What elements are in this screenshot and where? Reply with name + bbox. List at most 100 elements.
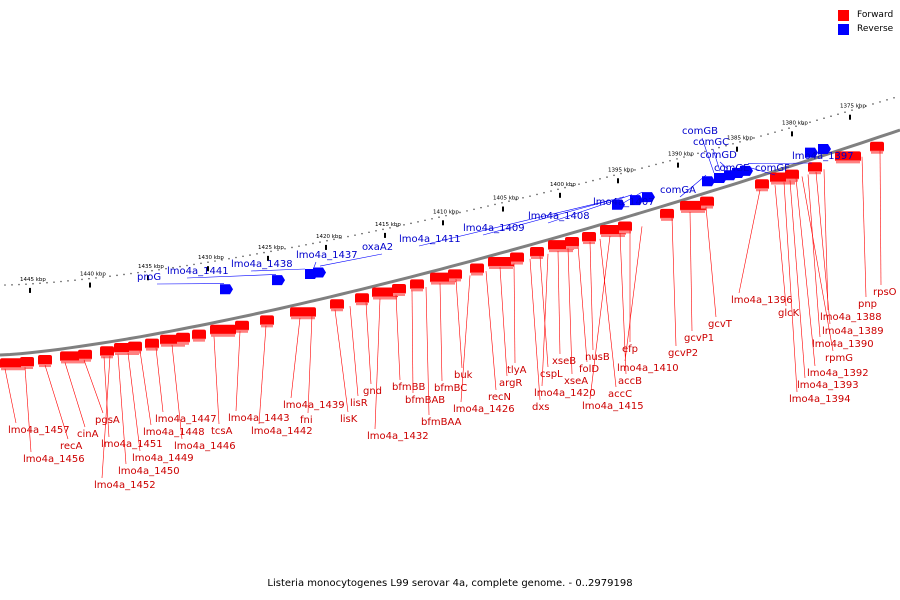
scale-tick bbox=[830, 115, 832, 118]
forward-gene-block bbox=[330, 299, 344, 310]
forward-gene-leader bbox=[539, 256, 549, 368]
forward-gene-leader bbox=[705, 206, 717, 318]
scale-tick bbox=[130, 272, 132, 275]
forward-gene-block bbox=[660, 208, 674, 219]
scale-tick bbox=[95, 277, 97, 279]
forward-gene-label: bfmBAB bbox=[405, 395, 445, 406]
forward-gene-shadow bbox=[756, 188, 768, 192]
forward-gene-shadow bbox=[511, 261, 523, 265]
scale-tick bbox=[893, 96, 895, 99]
scale-tick bbox=[46, 281, 48, 284]
scale-tick bbox=[18, 283, 20, 286]
forward-gene-shadow bbox=[1, 367, 25, 371]
scale-label: 1385 kbp bbox=[727, 136, 753, 142]
scale-tick bbox=[655, 163, 657, 166]
scale-tick bbox=[361, 232, 363, 235]
forward-gene-leader bbox=[171, 344, 183, 440]
scale-label: 1400 kbp bbox=[550, 182, 576, 188]
forward-gene-shadow bbox=[177, 341, 189, 345]
reverse-gene-block bbox=[818, 143, 831, 154]
reverse-gene-leader bbox=[747, 162, 813, 164]
forward-gene-leader bbox=[349, 306, 359, 397]
forward-gene-label: cspL bbox=[540, 369, 563, 380]
forward-gene-label: lmo4a_1439 bbox=[283, 400, 345, 411]
scale-tick bbox=[158, 268, 160, 271]
forward-gene-block bbox=[835, 151, 861, 162]
reverse-gene-leader bbox=[547, 194, 633, 224]
reverse-gene-label: comGA bbox=[660, 185, 696, 196]
scale-tick bbox=[676, 158, 678, 160]
scale-major-tick bbox=[207, 266, 209, 272]
forward-gene-leader bbox=[589, 241, 594, 351]
scale-tick bbox=[592, 179, 594, 182]
forward-gene-block bbox=[785, 169, 799, 180]
forward-gene-block bbox=[870, 141, 884, 152]
scale-tick bbox=[858, 107, 860, 109]
forward-gene-shadow bbox=[236, 329, 248, 333]
forward-gene-shadow bbox=[411, 288, 423, 292]
scale-tick bbox=[886, 99, 888, 101]
scale-tick bbox=[550, 190, 552, 192]
forward-gene-shadow bbox=[531, 255, 543, 259]
forward-gene-label: fni bbox=[300, 415, 313, 426]
forward-gene-block bbox=[372, 287, 398, 298]
reverse-gene-label: proG bbox=[137, 272, 161, 283]
forward-gene-block bbox=[448, 269, 462, 280]
scale-tick bbox=[620, 172, 622, 175]
scale-tick bbox=[424, 219, 426, 222]
reverse-gene-block bbox=[740, 165, 753, 176]
forward-gene-block bbox=[510, 252, 524, 263]
forward-gene-block bbox=[582, 232, 596, 243]
scale-tick bbox=[389, 227, 391, 229]
forward-gene-shadow bbox=[601, 234, 625, 238]
scale-tick bbox=[396, 225, 398, 228]
forward-gene-leader bbox=[307, 315, 313, 414]
scale-tick bbox=[571, 185, 573, 187]
forward-gene-block bbox=[145, 338, 159, 349]
forward-gene-leader bbox=[24, 367, 32, 453]
forward-gene-shadow bbox=[583, 241, 595, 245]
forward-gene-label: lmo4a_1432 bbox=[367, 431, 429, 442]
forward-gene-block bbox=[100, 346, 114, 357]
scale-tick bbox=[291, 246, 293, 249]
forward-gene-block bbox=[355, 293, 369, 304]
scale-tick bbox=[60, 280, 62, 283]
reverse-gene-label: comGE bbox=[714, 163, 749, 174]
scale-tick bbox=[151, 269, 153, 272]
forward-gene-block bbox=[808, 162, 822, 173]
scale-tick bbox=[529, 195, 531, 197]
scale-label: 1405 kbp bbox=[493, 196, 519, 202]
scale-tick bbox=[109, 275, 111, 278]
forward-gene-label: lmo4a_1389 bbox=[822, 326, 884, 337]
scale-tick bbox=[466, 210, 468, 212]
forward-gene-block bbox=[392, 283, 406, 294]
scale-tick bbox=[669, 159, 671, 162]
reverse-swatch bbox=[838, 23, 849, 35]
scale-tick bbox=[382, 228, 384, 231]
scale-tick bbox=[32, 282, 34, 285]
scale-tick bbox=[270, 250, 272, 253]
forward-gene-label: efp bbox=[622, 344, 638, 355]
reverse-gene-leader bbox=[319, 253, 383, 267]
scale-tick bbox=[648, 165, 650, 168]
legend: Forward Reverse bbox=[838, 8, 893, 36]
forward-gene-label: rpmG bbox=[825, 353, 853, 364]
scale-tick bbox=[746, 139, 748, 141]
forward-gene-label: lmo4a_1393 bbox=[797, 380, 859, 391]
scale-label: 1435 kbp bbox=[138, 264, 164, 270]
scale-tick bbox=[221, 259, 223, 261]
scale-tick bbox=[473, 208, 475, 211]
scale-label: 1430 kbp bbox=[198, 255, 224, 261]
scale-tick bbox=[403, 224, 405, 226]
reverse-gene-label: lmo4a_1397 bbox=[792, 151, 854, 162]
forward-gene-leader bbox=[599, 238, 617, 388]
reverse-gene-label: comGC bbox=[693, 137, 729, 148]
scale-tick bbox=[585, 181, 587, 184]
scale-major-tick bbox=[502, 206, 504, 212]
scale-tick bbox=[760, 135, 762, 137]
forward-gene-block bbox=[128, 341, 142, 352]
forward-gene-leader bbox=[155, 347, 164, 413]
forward-gene-leader bbox=[513, 263, 516, 364]
forward-gene-shadow bbox=[356, 302, 368, 306]
